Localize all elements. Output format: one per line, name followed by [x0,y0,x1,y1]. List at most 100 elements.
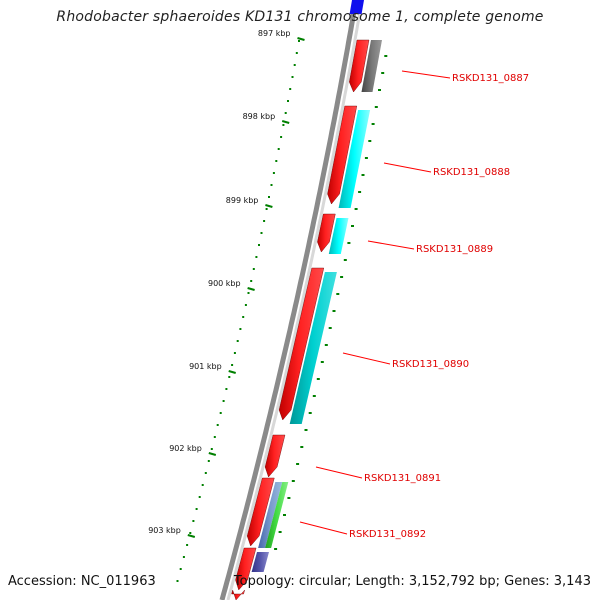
feature-tick [316,378,320,380]
minor-tick [260,232,263,234]
feature-tick [291,480,295,482]
feature-tick [328,327,332,329]
minor-tick [189,532,192,534]
feature-tick [324,344,328,346]
kbp-label: 897 kbp [258,29,291,38]
major-tick [208,452,217,456]
label-leader-line [299,521,348,535]
kbp-label: 898 kbp [243,112,276,121]
feature-bar [258,482,283,548]
feature-tick [374,106,378,108]
feature-tick [312,395,316,397]
label-leader-line [383,162,432,173]
minor-tick [255,256,258,258]
gene-label: RSKD131_0889 [416,244,493,255]
map-title: Rhodobacter sphaeroides KD131 chromosome… [56,9,544,25]
feature-tick [364,157,368,159]
minor-tick [284,112,287,114]
minor-tick [231,364,234,366]
minor-tick [268,196,270,198]
minor-tick [176,580,179,582]
gene-label: RSKD131_0890 [392,359,469,370]
feature-bar [251,552,269,572]
major-tick [187,534,196,538]
feature-tick [347,242,351,244]
label-leader-line [401,70,451,79]
gene-label: RSKD131_0891 [364,473,441,484]
minor-tick [210,448,213,450]
backbone-layer [219,0,364,600]
feature-tick [274,548,278,550]
minor-tick [282,124,285,126]
feature-tick [371,123,375,125]
minor-tick [195,508,198,510]
cds-arrow [246,477,275,547]
minor-tick [207,460,210,462]
minor-tick [247,292,250,294]
minor-tick [265,208,268,210]
minor-tick [228,376,231,378]
kbp-label: 900 kbp [208,279,241,288]
feature-tick [351,225,354,227]
minor-tick [298,40,300,42]
minor-tick [293,64,296,66]
feature-bar [289,272,337,424]
cds-arrow [235,547,257,591]
feature-tick [304,429,308,431]
major-tick [281,120,290,124]
feature-tick [378,89,381,91]
feature-layer [231,0,382,600]
minor-tick [233,352,236,354]
minor-tick [239,328,242,330]
minor-tick [213,436,216,438]
major-tick [297,37,305,41]
feature-tick [361,174,365,176]
feature-bar [361,40,382,92]
minor-tick [216,424,219,426]
feature-bar [328,218,349,254]
major-tick [228,370,236,374]
kbp-label: 901 kbp [189,362,222,371]
kbp-label: 902 kbp [169,444,202,453]
minor-tick [250,280,253,282]
cds-arrow [327,105,358,205]
minor-tick [287,100,289,102]
minor-tick [258,244,260,246]
minor-tick [275,160,278,162]
feature-tick [300,446,304,448]
feature-tick [278,531,282,533]
minor-tick [280,136,283,138]
feature-tick [381,72,385,74]
cds-arrow [231,589,245,600]
minor-tick [291,76,294,78]
feature-tick [336,293,340,295]
feature-tick [320,361,324,363]
minor-tick [225,388,228,390]
label-leader-line [367,240,415,250]
minor-tick [242,316,245,318]
genome-summary-text: Topology: circular; Length: 3,152,792 bp… [233,574,591,589]
cds-arrow [264,434,286,478]
feature-bar [349,0,364,14]
minor-tick [272,172,275,174]
feature-tick [343,259,347,261]
feature-tick [340,276,344,278]
minor-tick [201,484,204,486]
tick-layer: 897 kbp 898 kbp 899 kbp 900 kbp 901 kbp 902 k… [148,29,388,582]
kbp-label: 903 kbp [148,526,181,535]
feature-tick [283,514,286,516]
gene-label: RSKD131_0888 [433,167,510,178]
feature-tick [332,310,336,312]
cds-arrow [317,213,336,253]
cds-arrow [349,39,370,93]
minor-tick [182,556,185,558]
feature-bar [338,110,371,208]
minor-tick [192,520,195,522]
label-leader-line [315,466,363,479]
cds-arrow [278,267,325,421]
feature-tick [287,497,291,499]
minor-tick [277,148,280,150]
minor-tick [219,412,222,414]
feature-tick [296,463,300,465]
